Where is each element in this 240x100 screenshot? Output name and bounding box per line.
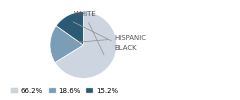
Wedge shape	[56, 12, 83, 45]
Wedge shape	[50, 26, 83, 62]
Text: HISPANIC: HISPANIC	[59, 35, 146, 44]
Text: WHITE: WHITE	[73, 11, 104, 55]
Wedge shape	[55, 12, 117, 78]
Text: BLACK: BLACK	[73, 22, 137, 51]
Legend: 66.2%, 18.6%, 15.2%: 66.2%, 18.6%, 15.2%	[8, 85, 121, 97]
